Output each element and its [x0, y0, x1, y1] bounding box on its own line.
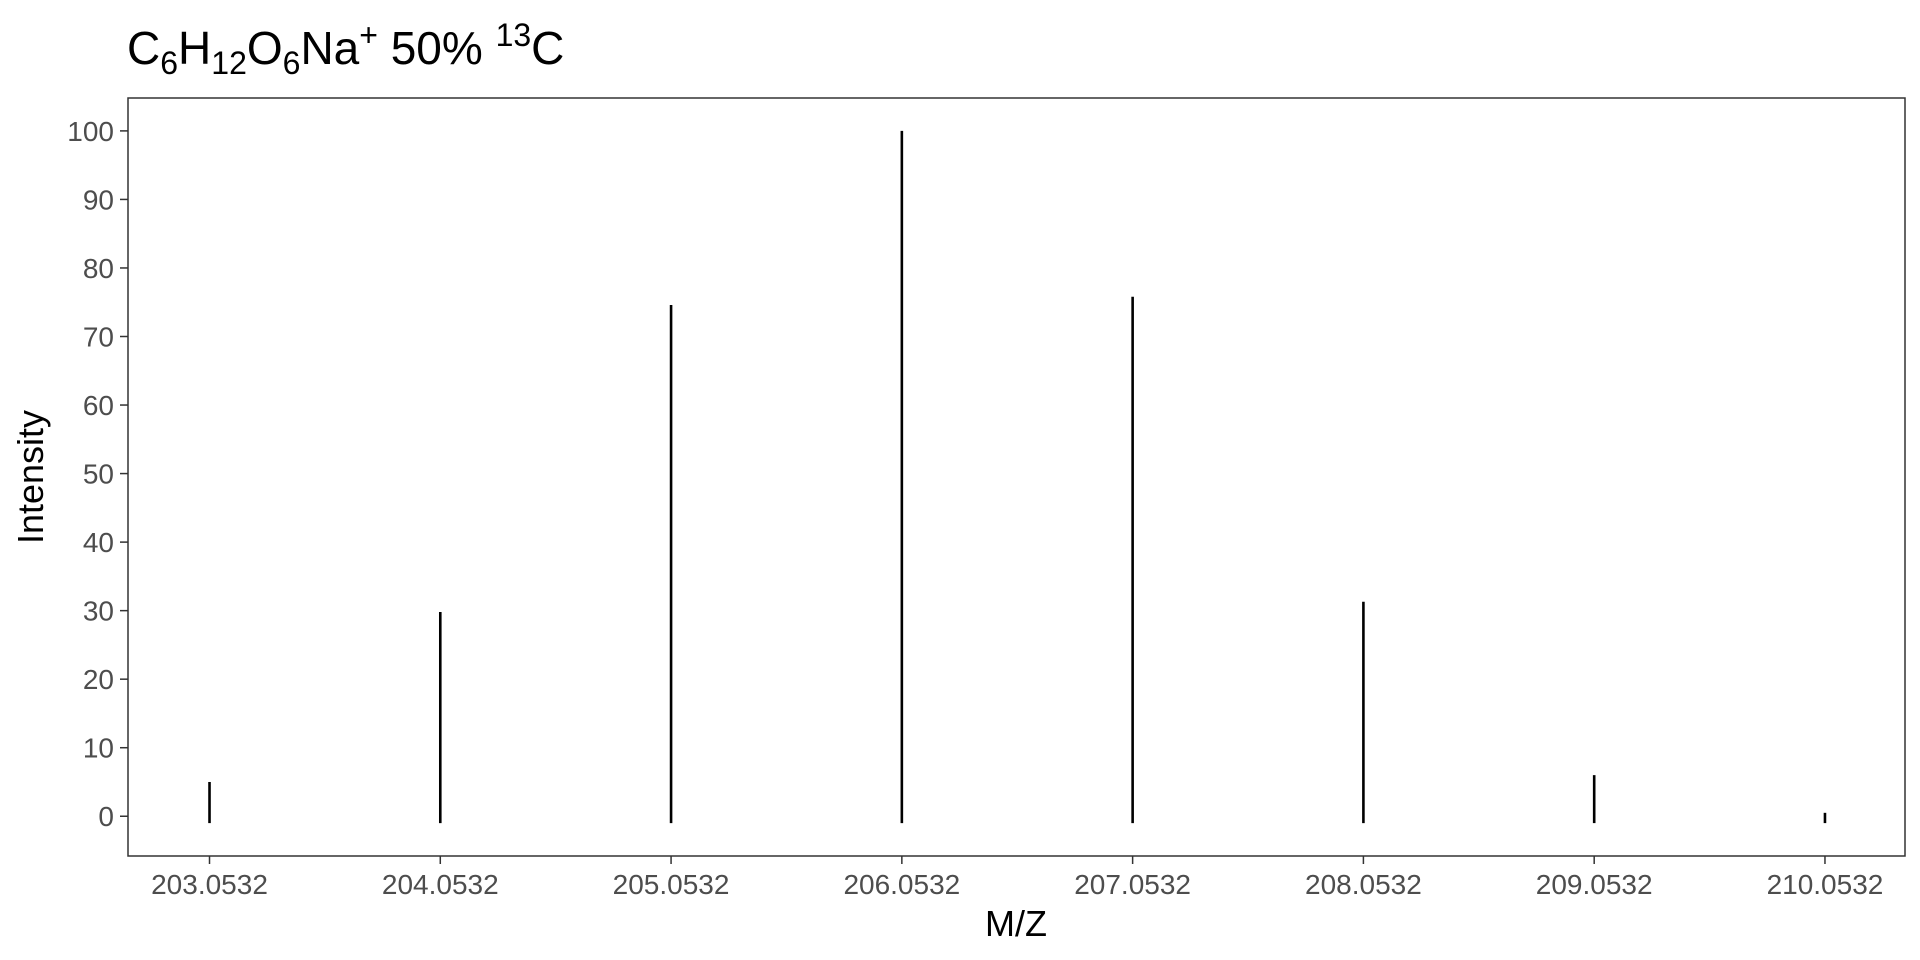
title-sub-c: 6 — [160, 45, 178, 81]
y-tick-label: 80 — [83, 253, 114, 284]
y-tick-label: 60 — [83, 390, 114, 421]
x-tick-label: 206.0532 — [843, 869, 960, 900]
y-axis-title: Intensity — [10, 410, 51, 544]
y-tick-label: 70 — [83, 322, 114, 353]
x-tick-label: 207.0532 — [1074, 869, 1191, 900]
title-o: O — [247, 22, 283, 74]
y-tick-label: 30 — [83, 596, 114, 627]
x-tick-label: 204.0532 — [382, 869, 499, 900]
x-axis: 203.0532 204.0532 205.0532 206.0532 207.0532… — [151, 856, 1883, 900]
title-c-end: C — [531, 22, 564, 74]
plot-panel — [127, 97, 1906, 857]
title-sub-o: 6 — [283, 45, 301, 81]
y-tick-label: 40 — [83, 527, 114, 558]
y-axis: 0 10 20 30 40 50 60 70 80 90 100 — [67, 116, 128, 832]
y-tick-label: 10 — [83, 733, 114, 764]
chart-title: C6H12O6Na+ 50% 13C — [127, 17, 564, 81]
x-tick-label: 203.0532 — [151, 869, 268, 900]
x-tick-label: 208.0532 — [1305, 869, 1422, 900]
x-tick-label: 205.0532 — [613, 869, 730, 900]
x-tick-label: 210.0532 — [1767, 869, 1884, 900]
y-tick-label: 90 — [83, 184, 114, 215]
title-sup-13: 13 — [496, 17, 532, 53]
y-tick-label: 50 — [83, 459, 114, 490]
y-tick-label: 100 — [67, 116, 114, 147]
y-tick-label: 20 — [83, 664, 114, 695]
y-tick-label: 0 — [98, 801, 114, 832]
x-axis-title: M/Z — [985, 903, 1047, 944]
title-percent: 50% — [378, 22, 496, 74]
title-sup-plus: + — [359, 17, 378, 53]
title-c: C — [127, 22, 160, 74]
x-tick-label: 209.0532 — [1536, 869, 1653, 900]
title-sub-h: 12 — [211, 45, 247, 81]
title-na: Na — [300, 22, 359, 74]
bars — [208, 130, 1827, 824]
title-h: H — [178, 22, 211, 74]
